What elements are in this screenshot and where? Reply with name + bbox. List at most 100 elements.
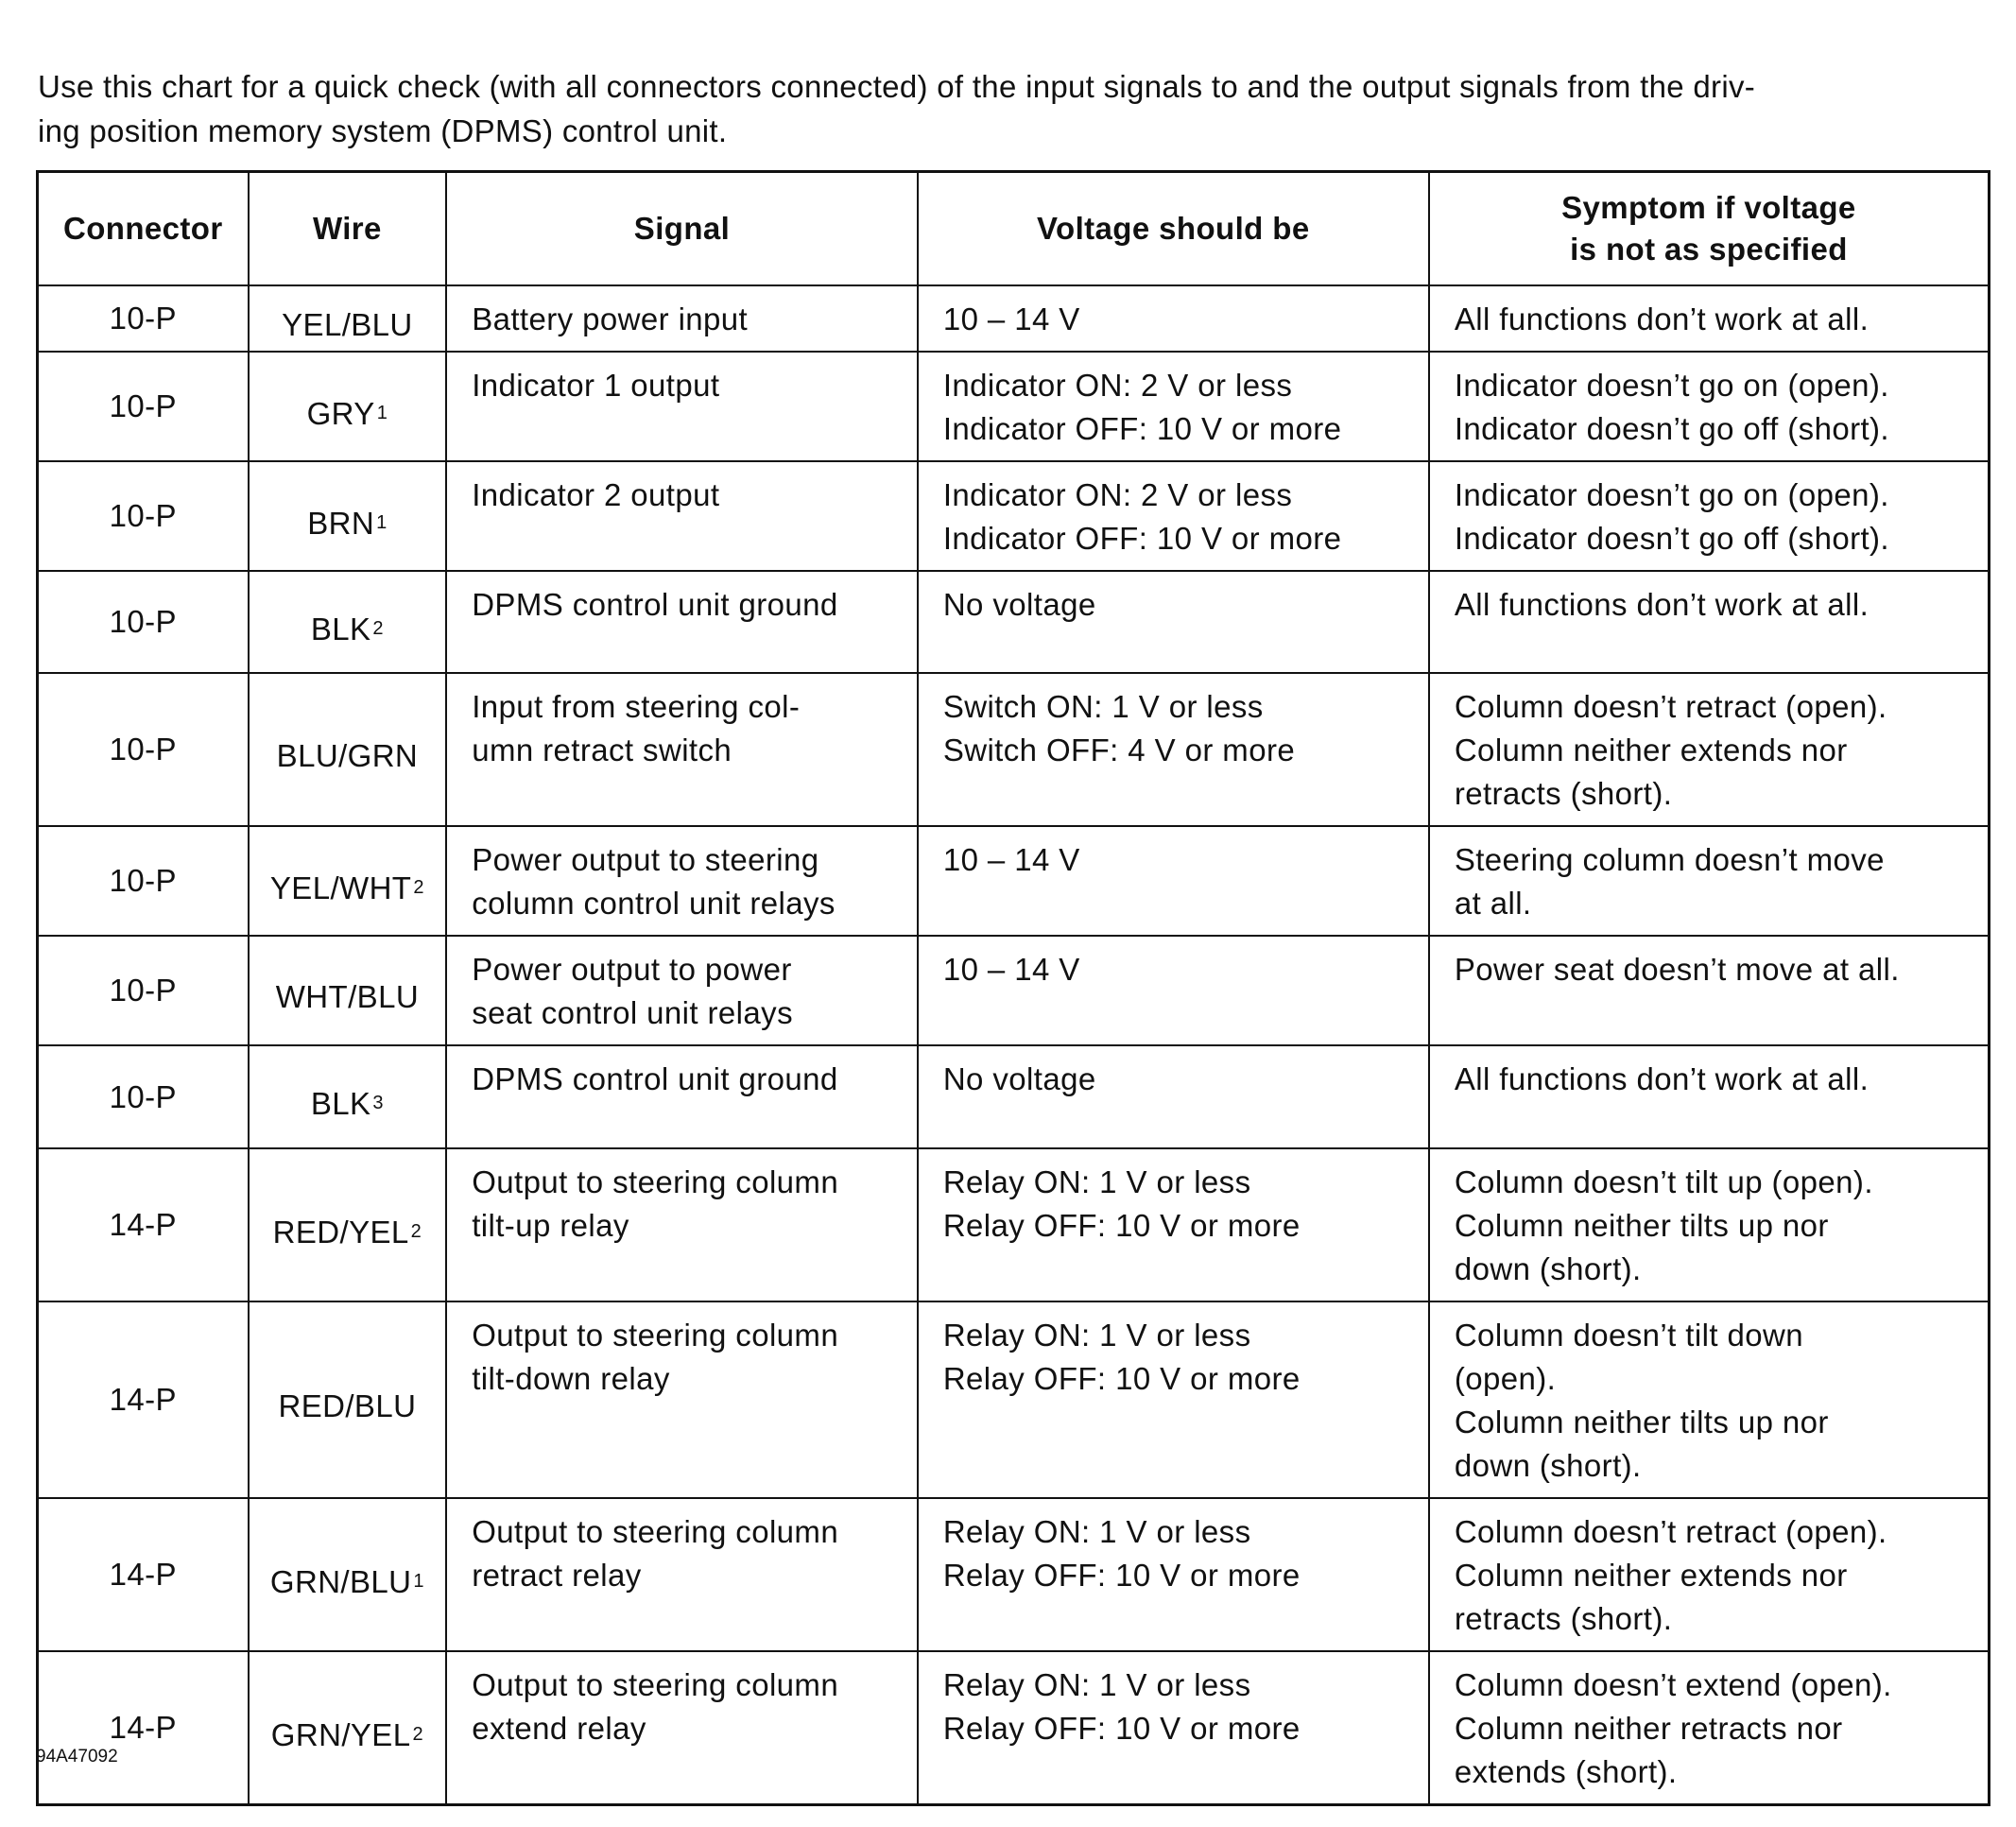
table-row: 10-P BRN 1 Indicator 2 output Indicator ON: … [36,460,1990,572]
symptom-cell: Column doesn’t retract (open). Column ne… [1427,1497,1990,1652]
symptom-cell: All functions don’t work at all. [1427,570,1990,674]
connector-cell: 10-P [36,1044,250,1149]
signal-cell: Output to steering column tilt-up relay [445,1147,919,1302]
footnote-marker: 2 [412,1723,424,1745]
table-row: 10-P BLK 3 DPMS control unit ground No volta… [36,1044,1990,1149]
wire-color: YEL/WHT [269,870,412,905]
header-wire: Wire [247,170,448,286]
figure-code: 94A47092 [36,1747,118,1767]
wire-color: GRN/BLU [269,1563,412,1599]
wire-cell: YEL/BLU [247,284,448,353]
symptom-cell: Column doesn’t retract (open). Column ne… [1427,672,1990,827]
footnote-marker: 2 [372,617,384,639]
wire-color: RED/YEL [272,1214,409,1250]
wire-cell: RED/BLU [247,1301,448,1499]
voltage-cell: Indicator ON: 2 V or less Indicator OFF:… [916,460,1430,572]
voltage-cell: Relay ON: 1 V or less Relay OFF: 10 V or… [916,1147,1430,1302]
header-symptom: Symptom if voltage is not as specified [1427,170,1990,286]
signal-cell: Output to steering column tilt-down rela… [445,1301,919,1499]
intro-text: Use this chart for a quick check (with a… [38,69,1756,148]
wire-color: YEL/BLU [282,307,413,342]
wire-color: BLU/GRN [276,738,419,773]
connector-cell: 10-P [36,351,250,462]
voltage-cell: No voltage [916,1044,1430,1149]
connector-cell: 10-P [36,460,250,572]
header-signal: Signal [445,170,919,286]
table-row: 14-P RED/BLU Output to steering column til… [36,1301,1990,1499]
table-row: 10-P YEL/WHT 2 Power output to steering col… [36,825,1990,937]
footnote-marker: 2 [410,1220,422,1242]
voltage-cell: Relay ON: 1 V or less Relay OFF: 10 V or… [916,1301,1430,1499]
connector-cell: 10-P [36,935,250,1046]
quick-check-table: Connector Wire Signal Voltage should be … [36,170,1990,1806]
wire-cell: RED/YEL 2 [247,1147,448,1302]
signal-cell: Indicator 1 output [445,351,919,462]
symptom-cell: Column doesn’t tilt up (open). Column ne… [1427,1147,1990,1302]
wire-color: BLK [310,611,371,646]
signal-cell: Indicator 2 output [445,460,919,572]
symptom-cell: Column doesn’t extend (open). Column nei… [1427,1650,1990,1806]
connector-cell: 14-P [36,1147,250,1302]
connector-cell: 14-P [36,1650,250,1806]
table-row: 14-P GRN/YEL 2 Output to steering column ex… [36,1650,1990,1806]
connector-cell: 14-P [36,1497,250,1652]
signal-cell: Power output to steering column control … [445,825,919,937]
header-voltage: Voltage should be [916,170,1430,286]
footnote-marker: 1 [413,1570,424,1592]
wire-cell: YEL/WHT 2 [247,825,448,937]
wire-cell: BRN 1 [247,460,448,572]
connector-cell: 10-P [36,672,250,827]
wire-cell: GRY 1 [247,351,448,462]
wire-color: BRN [307,505,375,541]
wire-color: WHT/BLU [275,979,420,1014]
wire-cell: WHT/BLU [247,935,448,1046]
symptom-cell: All functions don’t work at all. [1427,284,1990,353]
voltage-cell: Switch ON: 1 V or less Switch OFF: 4 V o… [916,672,1430,827]
footnote-marker: 1 [376,511,388,533]
voltage-cell: No voltage [916,570,1430,674]
voltage-cell: 10 – 14 V [916,284,1430,353]
symptom-cell: Column doesn’t tilt down (open). Column … [1427,1301,1990,1499]
wire-color: RED/BLU [278,1388,417,1423]
voltage-cell: Relay ON: 1 V or less Relay OFF: 10 V or… [916,1650,1430,1806]
signal-cell: Output to steering column retract relay [445,1497,919,1652]
connector-cell: 14-P [36,1301,250,1499]
header-row: Connector Wire Signal Voltage should be … [36,170,1990,286]
signal-cell: Power output to power seat control unit … [445,935,919,1046]
footnote-marker: 1 [376,402,388,423]
table-row: 14-P GRN/BLU 1 Output to steering column re… [36,1497,1990,1652]
wire-cell: BLK 3 [247,1044,448,1149]
header-connector: Connector [36,170,250,286]
signal-cell: Battery power input [445,284,919,353]
voltage-cell: Indicator ON: 2 V or less Indicator OFF:… [916,351,1430,462]
signal-cell: DPMS control unit ground [445,1044,919,1149]
table-row: 10-P WHT/BLU Power output to power seat co… [36,935,1990,1046]
wire-cell: GRN/YEL 2 [247,1650,448,1806]
connector-cell: 10-P [36,570,250,674]
footnote-marker: 3 [372,1093,384,1113]
connector-cell: 10-P [36,825,250,937]
symptom-cell: All functions don’t work at all. [1427,1044,1990,1149]
connector-cell: 10-P [36,284,250,353]
symptom-cell: Indicator doesn’t go on (open). Indicato… [1427,351,1990,462]
wire-color: GRY [306,395,375,431]
voltage-cell: 10 – 14 V [916,935,1430,1046]
symptom-cell: Power seat doesn’t move at all. [1427,935,1990,1046]
voltage-cell: Relay ON: 1 V or less Relay OFF: 10 V or… [916,1497,1430,1652]
voltage-cell: 10 – 14 V [916,825,1430,937]
signal-cell: DPMS control unit ground [445,570,919,674]
table-row: 10-P BLK 2 DPMS control unit ground No volta… [36,570,1990,674]
footnote-marker: 2 [413,876,424,898]
wire-color: BLK [310,1086,371,1121]
symptom-cell: Indicator doesn’t go on (open). Indicato… [1427,460,1990,572]
signal-cell: Input from steering col- umn retract swi… [445,672,919,827]
table-row: 10-P BLU/GRN Input from steering col- umn … [36,672,1990,827]
signal-cell: Output to steering column extend relay [445,1650,919,1806]
wire-cell: BLU/GRN [247,672,448,827]
symptom-cell: Steering column doesn’t move at all. [1427,825,1990,937]
wire-color: GRN/YEL [270,1716,411,1752]
wire-cell: BLK 2 [247,570,448,674]
table-row: 10-P GRY 1 Indicator 1 output Indicator ON: … [36,351,1990,462]
